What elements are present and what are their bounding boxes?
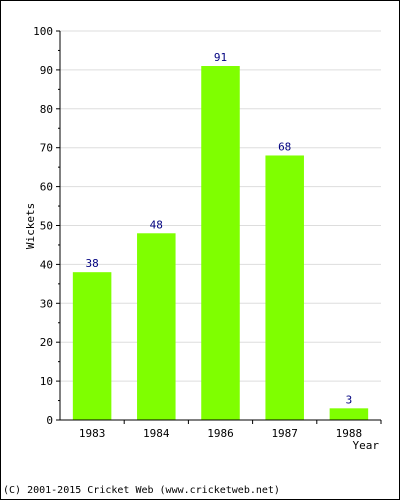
x-tick-labels: 1983 1984 1986 1987 1988: [79, 427, 362, 440]
data-labels: 38 48 91 68 3: [85, 51, 352, 406]
bar: [137, 233, 176, 420]
x-axis-label: Year: [353, 439, 380, 452]
y-axis-label: Wickets: [24, 203, 37, 249]
x-tick-label: 1986: [207, 427, 234, 440]
y-tick-label: 60: [40, 181, 53, 194]
x-tick-label: 1987: [271, 427, 298, 440]
bar: [329, 408, 369, 420]
data-label: 3: [346, 393, 353, 406]
y-tick-label: 90: [40, 64, 53, 77]
y-tick-label: 100: [33, 25, 53, 38]
copyright-text: (C) 2001-2015 Cricket Web (www.cricketwe…: [3, 485, 280, 496]
y-tick-labels: 0 10 20 30 40 50 60 70 80 90 100: [33, 25, 53, 427]
y-tick-label: 80: [40, 103, 53, 116]
x-tick-label: 1983: [79, 427, 106, 440]
bar: [72, 272, 112, 420]
x-tick-label: 1984: [143, 427, 170, 440]
y-tick-label: 70: [40, 142, 53, 155]
axes: [56, 30, 382, 424]
y-tick-label: 10: [40, 375, 53, 388]
data-label: 48: [150, 218, 163, 231]
data-label: 38: [85, 257, 98, 270]
y-tick-label: 20: [40, 336, 53, 349]
y-tick-label: 50: [40, 220, 53, 233]
bar: [201, 66, 240, 420]
y-tick-label: 40: [40, 258, 53, 271]
y-tick-label: 0: [46, 414, 53, 427]
bar: [265, 155, 304, 421]
x-tick-label: 1988: [336, 427, 363, 440]
data-label: 91: [214, 51, 227, 64]
bars: [72, 66, 369, 421]
y-tick-label: 30: [40, 297, 53, 310]
data-label: 68: [278, 140, 291, 153]
